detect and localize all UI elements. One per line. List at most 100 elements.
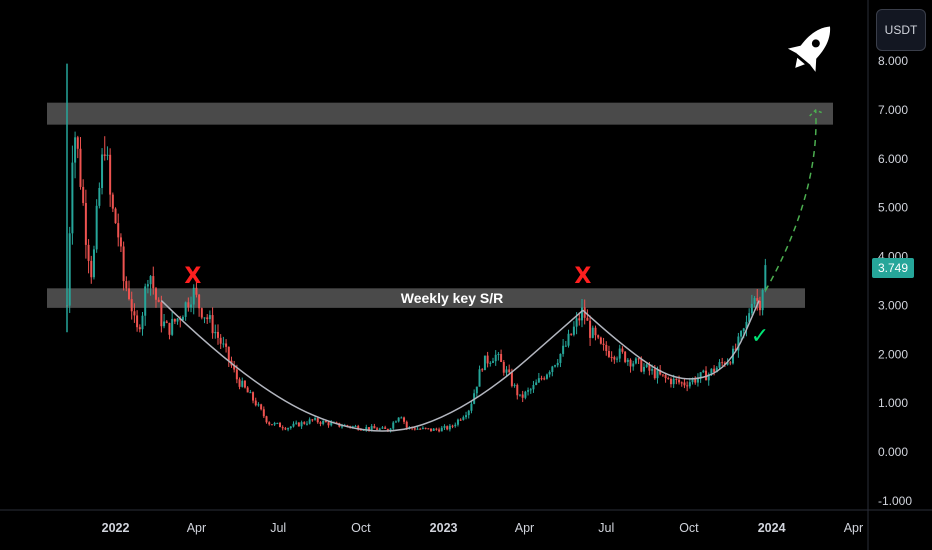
candle-body: [626, 359, 629, 362]
candle-body: [521, 394, 524, 398]
candle-body: [750, 303, 753, 314]
candle-body: [643, 366, 646, 372]
candle-body: [311, 419, 314, 421]
candle-body: [176, 318, 179, 322]
candle-body: [699, 372, 702, 379]
candle-body: [462, 417, 465, 420]
candle-body: [446, 426, 449, 430]
candle-body: [594, 327, 597, 336]
candle-body: [637, 358, 640, 360]
cup-handle-arc: [582, 300, 760, 380]
candle-body: [330, 422, 333, 426]
candle-body: [373, 426, 376, 429]
candle-body: [683, 382, 686, 386]
candle-body: [152, 276, 155, 289]
candle-body: [508, 369, 511, 373]
zone-1: [47, 288, 805, 308]
zone-0: [47, 102, 833, 125]
candle-body: [494, 354, 497, 362]
candle-body: [570, 333, 573, 335]
candle-body: [386, 428, 389, 432]
candle-body: [211, 315, 214, 334]
candle-body: [257, 404, 260, 406]
candle-body: [421, 427, 424, 429]
candle-body: [287, 428, 290, 430]
candle-body: [154, 288, 157, 300]
candle-body: [397, 417, 400, 422]
candle-body: [678, 379, 681, 383]
x-tick-label: 2022: [102, 521, 130, 535]
candle-body: [702, 370, 705, 373]
candle-body: [68, 233, 71, 306]
rounded-bottom-arc: [160, 300, 584, 432]
candle-body: [597, 335, 600, 338]
candle-body: [106, 154, 109, 156]
candle-body: [122, 246, 125, 282]
candle-body: [691, 378, 694, 383]
candle-body: [130, 299, 133, 312]
candle-body: [607, 350, 610, 357]
candle-body: [535, 382, 538, 386]
candle-body: [653, 369, 656, 379]
candle-body: [489, 362, 492, 364]
last-price-value: 3.749: [877, 261, 909, 275]
candle-body: [475, 386, 478, 394]
candle-body: [518, 394, 521, 396]
candle-body: [405, 421, 408, 428]
candle-body: [497, 354, 500, 356]
rejection-mark-1: X: [574, 264, 591, 289]
candle-body: [206, 317, 209, 320]
candle-body: [758, 300, 761, 311]
candle-body: [241, 380, 244, 387]
candle-body: [599, 337, 602, 344]
currency-label: USDT: [884, 23, 918, 37]
candle-body: [346, 425, 349, 427]
candle-body: [119, 237, 122, 247]
candle-body: [109, 154, 112, 195]
candle-body: [562, 345, 565, 354]
candle-body: [327, 422, 330, 426]
candle-body: [424, 427, 427, 429]
candle-body: [367, 427, 370, 430]
candle-body: [634, 358, 637, 364]
candle-body: [556, 362, 559, 366]
candle-body: [696, 378, 699, 383]
x-tick-label: 2023: [430, 521, 458, 535]
candle-body: [187, 302, 190, 308]
candle-body: [341, 426, 344, 428]
candle-body: [141, 315, 144, 330]
candle-body: [729, 362, 732, 364]
candle-body: [605, 344, 608, 351]
candle-body: [389, 428, 392, 432]
y-tick-label: -1.000: [878, 494, 912, 508]
currency-selector[interactable]: USDT: [876, 9, 926, 51]
candle-body: [268, 422, 271, 425]
candle-body: [168, 322, 171, 335]
candle-body: [125, 281, 128, 289]
candle-body: [351, 426, 354, 428]
candle-body: [225, 343, 228, 347]
candle-body: [618, 348, 621, 359]
projection-arrowhead: [809, 109, 823, 117]
candle-body: [173, 318, 176, 322]
x-tick-label: Oct: [679, 521, 699, 535]
candle-body: [451, 425, 454, 427]
candle-body: [149, 276, 152, 285]
zones-layer: Weekly key S/R: [47, 102, 833, 308]
x-axis: 2022 Apr Jul Oct 2023 Apr Jul Oct 2024 Apr: [102, 521, 864, 535]
candle-body: [651, 369, 654, 371]
candle-body: [459, 419, 462, 421]
candle-body: [74, 137, 77, 163]
candle-body: [316, 418, 319, 423]
candle-body: [438, 429, 441, 432]
candle-body: [111, 194, 114, 209]
candle-body: [656, 370, 659, 379]
candle-body: [578, 318, 581, 321]
candle-body: [238, 379, 241, 387]
candle-body: [483, 355, 486, 371]
candle-body: [672, 378, 675, 385]
candle-body: [163, 321, 166, 327]
candle-body: [567, 333, 570, 346]
candle-body: [289, 426, 292, 429]
